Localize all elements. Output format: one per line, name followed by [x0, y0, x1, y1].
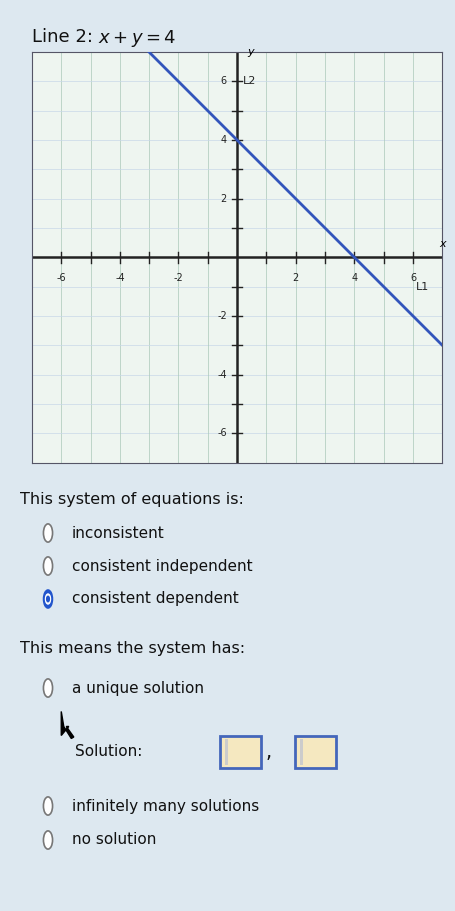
Text: y: y [247, 47, 253, 57]
Text: -2: -2 [217, 311, 227, 321]
Text: Line 2:: Line 2: [32, 28, 98, 46]
Text: 6: 6 [220, 77, 227, 87]
Text: 4: 4 [350, 273, 357, 283]
Text: consistent independent: consistent independent [72, 558, 252, 574]
Text: 2: 2 [292, 273, 298, 283]
Text: inconsistent: inconsistent [72, 526, 164, 540]
Text: consistent dependent: consistent dependent [72, 591, 238, 607]
Text: -6: -6 [56, 273, 66, 283]
Text: no solution: no solution [72, 833, 156, 847]
Text: $x+y=4$: $x+y=4$ [98, 28, 176, 49]
Text: -2: -2 [173, 273, 183, 283]
Text: -4: -4 [115, 273, 124, 283]
Text: L1: L1 [415, 282, 428, 292]
Text: x: x [438, 240, 445, 250]
Text: This system of equations is:: This system of equations is: [20, 492, 243, 507]
Text: 4: 4 [220, 135, 227, 145]
Polygon shape [61, 711, 74, 739]
Text: This means the system has:: This means the system has: [20, 641, 245, 656]
Text: 6: 6 [409, 273, 415, 283]
Text: -4: -4 [217, 370, 227, 380]
Text: infinitely many solutions: infinitely many solutions [72, 799, 259, 814]
Text: ,: , [265, 742, 271, 762]
Text: Solution:: Solution: [75, 744, 142, 760]
Text: a unique solution: a unique solution [72, 681, 203, 695]
Text: L2: L2 [242, 76, 255, 86]
Text: -6: -6 [217, 428, 227, 438]
Text: 2: 2 [220, 194, 227, 204]
